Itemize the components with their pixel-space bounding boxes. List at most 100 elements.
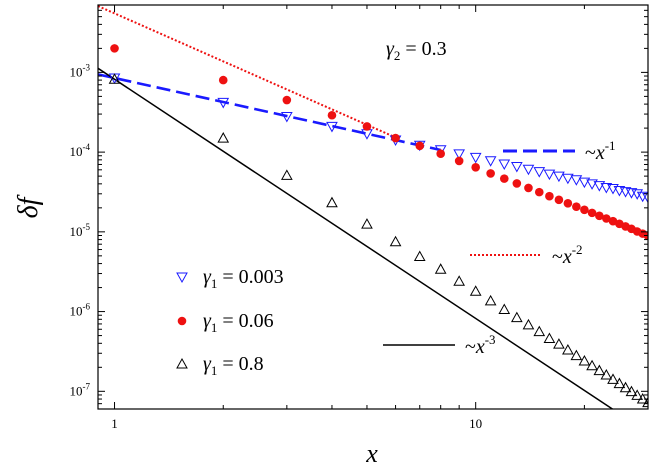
data-point: [631, 389, 644, 400]
fit-label: ~x-2: [552, 242, 583, 268]
data-point: [326, 121, 338, 133]
data-point: [218, 75, 228, 85]
data-point: [217, 97, 230, 109]
data-point: [563, 199, 573, 208]
data-point: [512, 179, 522, 188]
data-point: [586, 359, 598, 371]
data-point: [534, 187, 544, 197]
legend-label: γ1 = 0.06: [203, 310, 274, 335]
fit-label: ~x-1: [585, 138, 616, 164]
data-point: [282, 95, 292, 105]
data-point: [453, 275, 466, 286]
data-point: [602, 214, 611, 223]
data-point: [578, 354, 591, 366]
data-point: [361, 218, 373, 229]
data-point: [522, 318, 535, 330]
y-tick-label: 10-4: [70, 142, 91, 159]
legend-label: γ1 = 0.8: [203, 353, 264, 378]
data-point: [436, 149, 445, 159]
data-point: [543, 332, 556, 343]
fit-labels: ~x-1 ~x-2 ~x-3: [383, 138, 616, 358]
data-point: [454, 156, 464, 166]
x-tick-label: 1: [111, 416, 118, 431]
data-point: [545, 191, 554, 201]
data-point: [562, 173, 574, 185]
data-point: [543, 169, 556, 181]
legend-label: γ1 = 0.003: [203, 266, 284, 291]
data-point: [522, 164, 535, 176]
data-point: [572, 202, 581, 211]
data-point: [580, 205, 589, 215]
data-point: [110, 44, 119, 53]
fit-label: ~x-3: [465, 332, 496, 358]
data-point: [578, 177, 591, 189]
data-point: [498, 159, 511, 171]
plot-marks: [98, 5, 648, 409]
y-tick-label: 10-5: [70, 222, 91, 239]
data-point: [553, 171, 565, 183]
data-point: [524, 183, 533, 193]
data-point: [434, 263, 447, 274]
plot-frame: [97, 4, 649, 410]
fit-line--1: [98, 73, 441, 152]
legend-marker: [176, 357, 188, 369]
y-tick-label: 10-6: [70, 302, 91, 319]
data-point: [562, 343, 574, 355]
data-point: [619, 381, 632, 393]
legend-marker: [177, 316, 187, 326]
fit-line--3: [98, 67, 614, 409]
gamma2-annotation: γ2 = 0.3: [386, 38, 447, 63]
data-point: [471, 162, 480, 172]
data-point: [553, 338, 565, 349]
data-point: [415, 141, 425, 151]
y-axis-label: δf: [13, 194, 44, 218]
data-point: [469, 152, 482, 164]
data-point: [510, 162, 523, 173]
data-point: [586, 179, 598, 190]
data-point: [570, 175, 583, 186]
data-point: [486, 169, 495, 178]
axes: 1 10 10-7 10-6 10-5 10-4 10-3: [70, 4, 649, 431]
legend-marker: [176, 272, 188, 284]
y-tick-label: 10-3: [70, 62, 91, 79]
data-point: [362, 122, 372, 131]
data-point: [595, 211, 604, 221]
data-point: [391, 133, 400, 143]
data-point: [108, 73, 121, 84]
data-point: [389, 235, 402, 247]
data-point: [499, 174, 509, 183]
series-circle-filled: [110, 44, 648, 241]
data-point: [570, 349, 583, 361]
data-point: [413, 250, 426, 262]
fit-line--2: [98, 5, 396, 139]
data-point: [593, 364, 606, 376]
plot-area: [98, 5, 648, 409]
legend: γ1 = 0.003 γ1 = 0.06 γ1 = 0.8: [176, 266, 284, 378]
data-point: [327, 110, 337, 120]
data-point: [217, 132, 230, 143]
x-axis-label: x: [365, 439, 378, 468]
data-point: [498, 303, 511, 315]
data-point: [625, 385, 638, 397]
data-point: [280, 111, 293, 123]
data-point: [587, 208, 597, 218]
data-point: [593, 181, 606, 192]
data-point: [554, 195, 564, 205]
data-point: [613, 377, 626, 389]
data-point: [510, 311, 523, 323]
data-point: [642, 192, 648, 204]
data-point: [469, 285, 482, 296]
data-point: [533, 167, 546, 178]
data-point: [326, 196, 338, 208]
data-point: [600, 182, 613, 194]
data-point: [533, 325, 546, 337]
y-tick-label: 10-7: [70, 381, 91, 398]
data-point: [600, 369, 613, 380]
data-point: [280, 169, 293, 180]
data-point: [642, 396, 648, 408]
data-point: [484, 294, 497, 306]
data-point: [607, 373, 619, 384]
series-triangle-down-open: [108, 73, 648, 204]
series-triangle-up-open: [108, 73, 648, 408]
